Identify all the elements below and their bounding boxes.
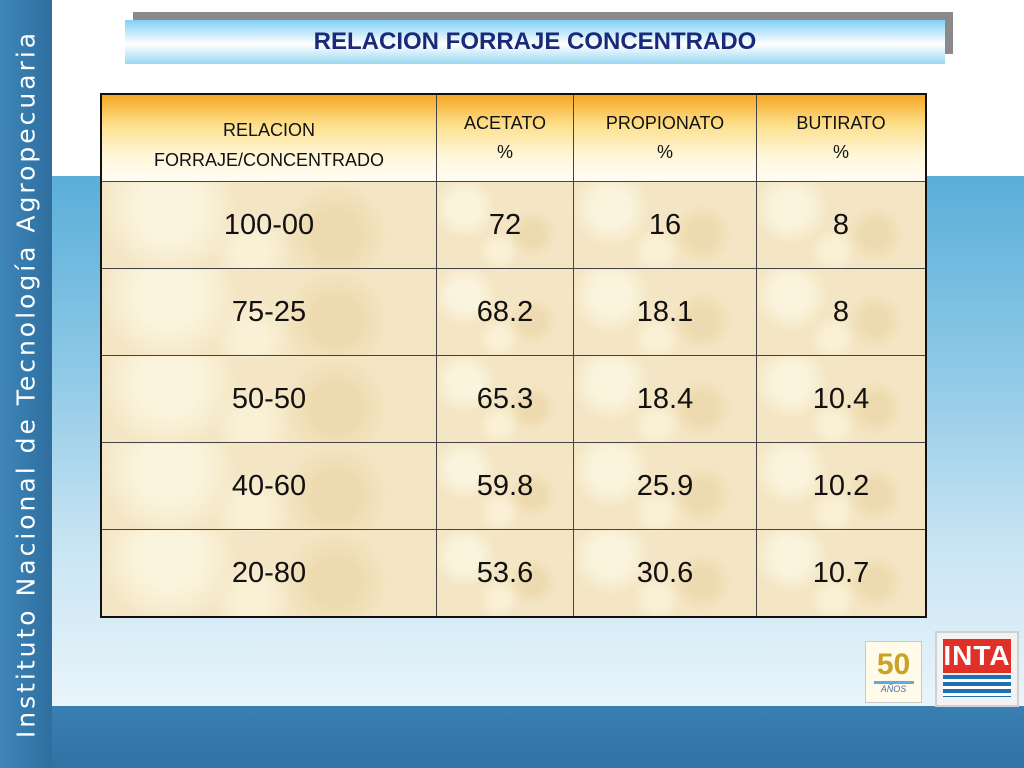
table-row: 75-25 68.2 18.1 8: [100, 268, 927, 356]
cell-butirato: 10.7: [756, 529, 927, 618]
table-row: 100-00 72 16 8: [100, 181, 927, 269]
cell-propionato: 18.1: [573, 268, 757, 356]
cell-acetato: 65.3: [436, 355, 574, 443]
table-header-row: RELACION FORRAJE/CONCENTRADO ACETATO % P…: [100, 93, 927, 182]
institute-name: Instituto Nacional de Tecnología Agropec…: [11, 29, 41, 739]
side-band: Instituto Nacional de Tecnología Agropec…: [0, 0, 52, 768]
cell-relacion: 40-60: [100, 442, 437, 530]
header-propionato: PROPIONATO %: [573, 93, 757, 182]
table-row: 20-80 53.6 30.6 10.7: [100, 529, 927, 618]
header-acetato-label: ACETATO: [463, 113, 546, 133]
cell-relacion: 50-50: [100, 355, 437, 443]
cell-propionato: 30.6: [573, 529, 757, 618]
header-butirato-label: BUTIRATO: [796, 113, 886, 133]
cell-relacion: 75-25: [100, 268, 437, 356]
anniversary-logo: 50 AÑOS: [865, 641, 922, 703]
cell-butirato: 10.4: [756, 355, 927, 443]
cell-butirato: 8: [756, 268, 927, 356]
header-butirato-unit: %: [832, 142, 849, 162]
anniversary-word: AÑOS: [880, 683, 907, 694]
inta-logo: INTA: [935, 631, 1019, 707]
cell-propionato: 25.9: [573, 442, 757, 530]
header-propionato-unit: %: [656, 142, 673, 162]
cell-acetato: 53.6: [436, 529, 574, 618]
table-row: 40-60 59.8 25.9 10.2: [100, 442, 927, 530]
cell-propionato: 16: [573, 181, 757, 269]
cell-butirato: 10.2: [756, 442, 927, 530]
inta-logo-box: INTA: [943, 639, 1011, 673]
title-banner: RELACION FORRAJE CONCENTRADO: [125, 20, 945, 64]
stripes-icon: [943, 675, 1011, 697]
anniversary-number: 50: [876, 647, 911, 681]
inta-logo-text: INTA: [943, 640, 1011, 671]
header-relacion: RELACION FORRAJE/CONCENTRADO: [100, 93, 437, 182]
cell-acetato: 59.8: [436, 442, 574, 530]
page-title: RELACION FORRAJE CONCENTRADO: [313, 28, 757, 55]
cell-acetato: 72: [436, 181, 574, 269]
cell-butirato: 8: [756, 181, 927, 269]
cell-propionato: 18.4: [573, 355, 757, 443]
table-row: 50-50 65.3 18.4 10.4: [100, 355, 927, 443]
bottom-band: [52, 706, 1024, 768]
wave-icon: [873, 680, 914, 684]
header-acetato: ACETATO %: [436, 93, 574, 182]
header-propionato-label: PROPIONATO: [605, 113, 725, 133]
header-relacion-label: RELACION FORRAJE/CONCENTRADO: [153, 120, 384, 170]
cell-acetato: 68.2: [436, 268, 574, 356]
cell-relacion: 100-00: [100, 181, 437, 269]
header-acetato-unit: %: [496, 142, 513, 162]
header-butirato: BUTIRATO %: [756, 93, 927, 182]
cell-relacion: 20-80: [100, 529, 437, 618]
ratio-table: RELACION FORRAJE/CONCENTRADO ACETATO % P…: [100, 93, 927, 618]
